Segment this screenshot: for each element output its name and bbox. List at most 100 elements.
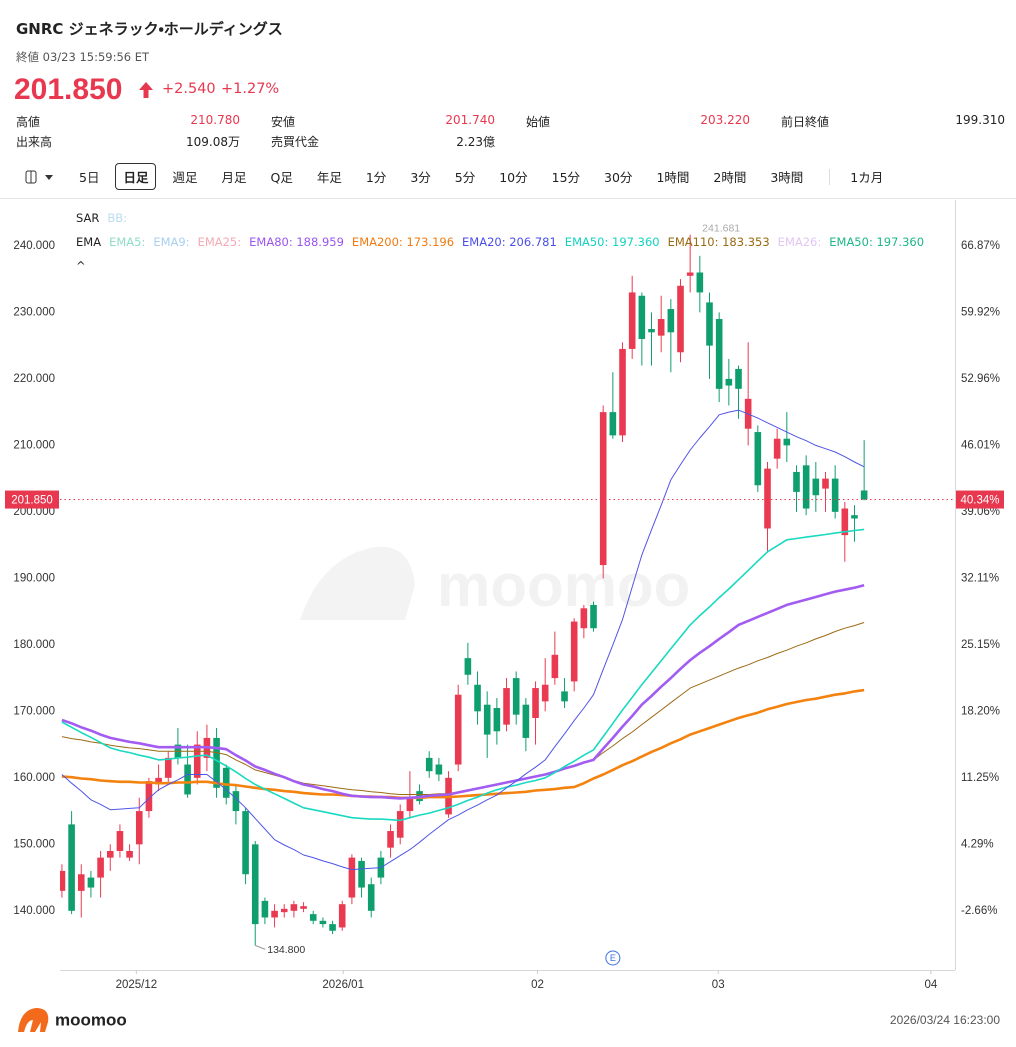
timeframe-tab[interactable]: 週足 — [164, 163, 205, 190]
tab-label: 年足 — [316, 170, 342, 185]
legend-item[interactable]: EMA20: 206.781 — [462, 235, 557, 249]
timeframe-tab[interactable]: 1分 — [358, 163, 394, 190]
candle-body — [831, 478, 839, 512]
timeframe-tab[interactable]: 3時間 — [762, 163, 817, 190]
legend-item[interactable]: EMA50: 197.360 — [829, 235, 925, 249]
candle-body — [164, 757, 172, 778]
candle-body — [406, 797, 414, 812]
tab-label: 1分 — [365, 170, 387, 185]
chart-type-icon — [25, 170, 53, 183]
timeframe-tab[interactable]: 3分 — [402, 163, 438, 190]
stat-label: 始値 — [526, 115, 551, 129]
timeframe-tab[interactable]: 5分 — [447, 163, 483, 190]
legend-item[interactable]: EMA9: — [153, 235, 190, 249]
y2-tick-label: 52.96% — [961, 373, 1000, 385]
stat-value: 109.08万 — [186, 135, 240, 149]
high-annotation: 241.681 — [702, 222, 740, 234]
y-tick-label: 210.000 — [13, 439, 55, 451]
candle-body — [97, 857, 104, 878]
y-tick-label: 240.000 — [13, 240, 55, 252]
candle-body — [396, 811, 404, 838]
timeframe-tab[interactable]: 2時間 — [705, 163, 754, 190]
y2-tick-label: 11.25% — [961, 772, 999, 784]
tab-label: 3分 — [410, 170, 431, 185]
last-pct-box — [956, 490, 1004, 509]
legend-row: ^ — [76, 254, 924, 278]
legend-item[interactable]: EMA50: 197.360 — [564, 235, 660, 249]
candle-body — [812, 478, 820, 496]
last-pct-label: 40.34% — [960, 495, 999, 507]
x-tick-label: 04 — [924, 979, 937, 991]
ema-line — [61, 688, 865, 800]
candle-body — [696, 272, 704, 293]
indicator-label[interactable]: EMA — [76, 235, 102, 249]
legend-item[interactable]: EMA5: — [109, 235, 146, 249]
candle-body — [319, 920, 327, 925]
timeframe-tab[interactable]: Q足 — [263, 163, 301, 190]
toolbar: 5日 日足 週足 月足 Q足 年足 1分 3分 5分 10分 15分 30分 1時間 2時間 3時間 1カ月 — [17, 163, 905, 190]
candle-body — [648, 328, 655, 333]
candle-body — [358, 860, 365, 888]
candle-body — [619, 348, 626, 436]
candle-body — [367, 884, 375, 911]
candle-body — [251, 844, 259, 925]
tab-label: 30分 — [604, 170, 633, 185]
legend: SAR BB: EMA EMA5: EMA9: EMA25: EMA80: 188.959 E… — [76, 206, 924, 278]
legend-item[interactable]: EMA110: 183.353 — [667, 235, 770, 249]
tab-label: 10分 — [499, 170, 528, 185]
timeframe-tab[interactable]: 30分 — [596, 163, 640, 190]
candle-body — [145, 781, 153, 812]
timeframe-tab[interactable]: 月足 — [213, 163, 254, 190]
legend-item[interactable]: EMA26: — [777, 235, 822, 249]
y-tick-label: 190.000 — [13, 572, 55, 584]
stat: 安値 201.740 — [271, 113, 495, 129]
candle-body — [570, 621, 578, 682]
y2-tick-label: -2.66% — [961, 905, 997, 917]
stat-value: 203.220 — [700, 113, 750, 127]
timeframe-tab[interactable]: 日足 — [115, 163, 157, 190]
legend-item[interactable]: EMA25: — [197, 235, 242, 249]
collapse-toggle[interactable]: ^ — [76, 259, 86, 273]
candle-body — [802, 465, 810, 509]
candle-body — [783, 438, 791, 446]
candle-body — [77, 874, 85, 891]
timeframe-tab[interactable]: 10分 — [491, 163, 535, 190]
tab-label: 5分 — [454, 170, 476, 185]
legend-item[interactable]: EMA80: 188.959 — [249, 235, 344, 249]
candle-body — [822, 478, 829, 489]
timestamp: 2026/03/24 16:23:00 — [890, 1013, 1000, 1027]
y-tick-label: 200.000 — [13, 506, 55, 518]
x-tick-label: 2026/01 — [322, 979, 364, 991]
y-tick-label: 150.000 — [13, 838, 55, 850]
candle-body — [135, 811, 143, 845]
legend-item[interactable]: BB: — [107, 211, 128, 225]
candle-body — [503, 688, 510, 725]
stat: 売買代金 2.23億 — [271, 133, 495, 149]
candle-body — [116, 831, 124, 851]
ema-line — [61, 622, 865, 795]
candle-body — [561, 691, 568, 702]
timeframe-tab[interactable]: 1時間 — [648, 163, 697, 190]
watermark-text: moomoo — [437, 552, 690, 619]
tab-label: 2時間 — [713, 170, 747, 185]
timeframe-tab[interactable]: 5日 — [71, 163, 107, 190]
candle-body — [706, 302, 713, 346]
timeframe-tab[interactable]: 15分 — [544, 163, 588, 190]
candle-body — [271, 910, 278, 918]
legend-item[interactable]: EMA200: 173.196 — [351, 235, 455, 249]
candle-body — [155, 777, 162, 785]
candle-body — [106, 850, 114, 858]
stat-value: 199.310 — [955, 113, 1005, 127]
y2-tick-label: 66.87% — [961, 240, 1000, 252]
timeframe-tab[interactable]: 年足 — [309, 163, 350, 190]
candle-body — [290, 904, 298, 911]
y2-tick-label: 18.20% — [961, 705, 1000, 717]
timeframe-tab[interactable]: 1カ月 — [842, 163, 897, 190]
stat-label: 出来高 — [16, 135, 53, 149]
chart-type-menu[interactable] — [17, 166, 63, 188]
indicator-label[interactable]: SAR — [76, 211, 100, 225]
event-marker[interactable] — [605, 950, 621, 966]
candle-body — [541, 684, 549, 702]
